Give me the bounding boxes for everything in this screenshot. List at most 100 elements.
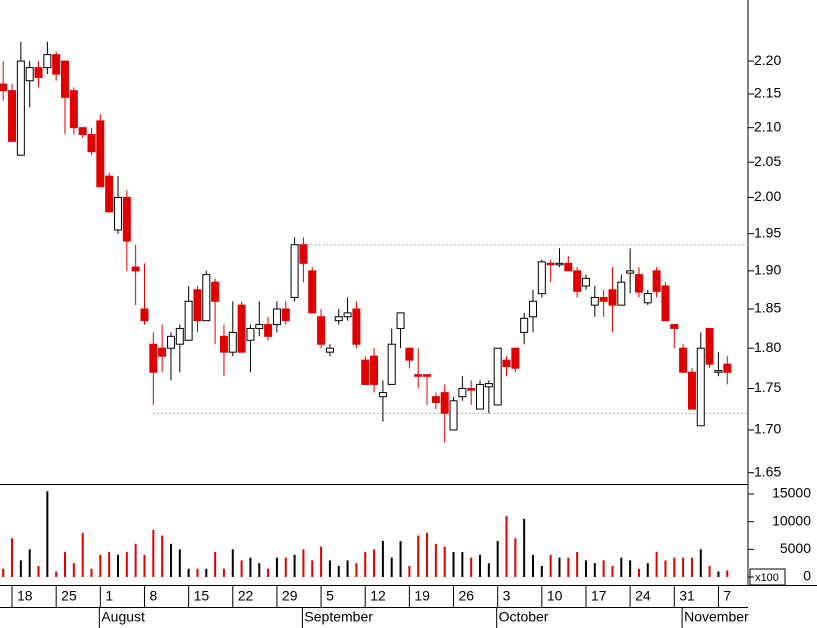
candle-body xyxy=(529,300,537,318)
candle-body xyxy=(78,127,87,135)
candle-body xyxy=(378,392,387,398)
volume-bar xyxy=(72,563,75,577)
candle-body xyxy=(361,359,370,385)
volume-bar xyxy=(169,543,172,577)
volume-bar xyxy=(576,552,579,577)
candle-body xyxy=(431,396,440,403)
volume-bar xyxy=(275,557,278,577)
volume-bar xyxy=(178,549,181,577)
volume-bar xyxy=(337,565,340,577)
x-tick-label: 29 xyxy=(282,588,298,604)
candle-body xyxy=(8,90,17,142)
y-tick-label: 0 xyxy=(803,568,811,584)
volume-bar xyxy=(699,549,702,577)
volume-bar xyxy=(637,568,640,577)
volume-bar xyxy=(249,557,252,577)
y-tick-label: 1.75 xyxy=(754,379,781,395)
candle-body xyxy=(423,374,432,377)
candle-body xyxy=(687,371,696,410)
candle-body xyxy=(246,327,255,341)
candle-body xyxy=(458,388,467,398)
candle-body xyxy=(131,266,140,272)
volume-bar xyxy=(443,546,446,577)
volume-bar xyxy=(611,565,614,577)
candle-body xyxy=(670,324,679,329)
candle-body xyxy=(184,300,193,341)
volume-bar xyxy=(134,543,137,577)
x-tick-label: 25 xyxy=(61,588,77,604)
y-tick-label: 1.80 xyxy=(754,339,781,355)
volume-bar xyxy=(593,563,596,577)
volume-bar xyxy=(399,541,402,577)
y-tick-label: 10000 xyxy=(772,512,811,528)
volume-bar xyxy=(373,549,376,577)
candle-body xyxy=(202,274,211,322)
candle-body xyxy=(484,383,493,388)
volume-bar xyxy=(196,568,199,577)
volume-bar xyxy=(346,560,349,577)
candle-body xyxy=(546,262,555,266)
candle-body xyxy=(511,347,520,369)
candle-body xyxy=(476,383,485,410)
volume-bar xyxy=(664,560,667,577)
volume-bar xyxy=(222,568,225,577)
volume-bar xyxy=(390,557,393,577)
candle-body xyxy=(34,67,43,78)
x-tick-label: 5 xyxy=(326,588,334,604)
candle-body xyxy=(723,363,732,373)
x-tick-label: 10 xyxy=(547,588,563,604)
candle-body xyxy=(43,54,52,69)
y-tick-label: 2.05 xyxy=(754,153,781,169)
volume-bar xyxy=(355,563,358,577)
volume-bar xyxy=(240,560,243,577)
volume-bar xyxy=(567,557,570,577)
candle-body xyxy=(440,392,449,414)
candle-body xyxy=(520,317,529,333)
volume-bar xyxy=(364,552,367,577)
volume-bar xyxy=(487,563,490,577)
candle-body xyxy=(211,281,220,302)
x-tick-label: 19 xyxy=(414,588,430,604)
y-tick-label: 15000 xyxy=(772,485,811,501)
candle-body xyxy=(237,304,246,353)
volume-bar xyxy=(46,491,49,577)
candle-body xyxy=(537,261,546,295)
x-tick-label: 12 xyxy=(370,588,386,604)
candle-body xyxy=(705,327,714,365)
volume-bar xyxy=(629,560,632,577)
month-label: October xyxy=(499,609,549,625)
candle-body xyxy=(643,293,652,304)
volume-bar xyxy=(108,552,111,577)
volume-bar xyxy=(470,557,473,577)
month-label: September xyxy=(304,609,373,625)
volume-bar xyxy=(417,535,420,577)
volume-bar xyxy=(620,557,623,577)
volume-bar xyxy=(549,554,552,577)
volume-bar xyxy=(311,560,314,577)
y-tick-label: 2.10 xyxy=(754,118,781,134)
candle-body xyxy=(370,355,379,385)
candle-body xyxy=(219,335,228,353)
volume-bar xyxy=(37,565,40,577)
candle-body xyxy=(352,308,361,345)
x-tick-label: 17 xyxy=(591,588,607,604)
candle-body xyxy=(158,347,167,357)
candle-body xyxy=(608,289,617,306)
volume-bar xyxy=(214,552,217,577)
volume-bar xyxy=(426,532,429,577)
candle-body xyxy=(679,347,688,373)
month-label: November xyxy=(684,609,749,625)
volume-bar xyxy=(726,570,729,577)
candle-body xyxy=(581,277,590,287)
volume-bar xyxy=(673,557,676,577)
volume-bar xyxy=(90,568,93,577)
y-tick-label: 2.00 xyxy=(754,188,781,204)
x-tick-label: 22 xyxy=(238,588,254,604)
volume-bar xyxy=(540,565,543,577)
x-tick-label: 7 xyxy=(723,588,731,604)
candle-body xyxy=(105,175,114,213)
volume-bar xyxy=(320,546,323,577)
y-tick-label: 2.15 xyxy=(754,85,781,101)
candle-body xyxy=(414,374,423,377)
